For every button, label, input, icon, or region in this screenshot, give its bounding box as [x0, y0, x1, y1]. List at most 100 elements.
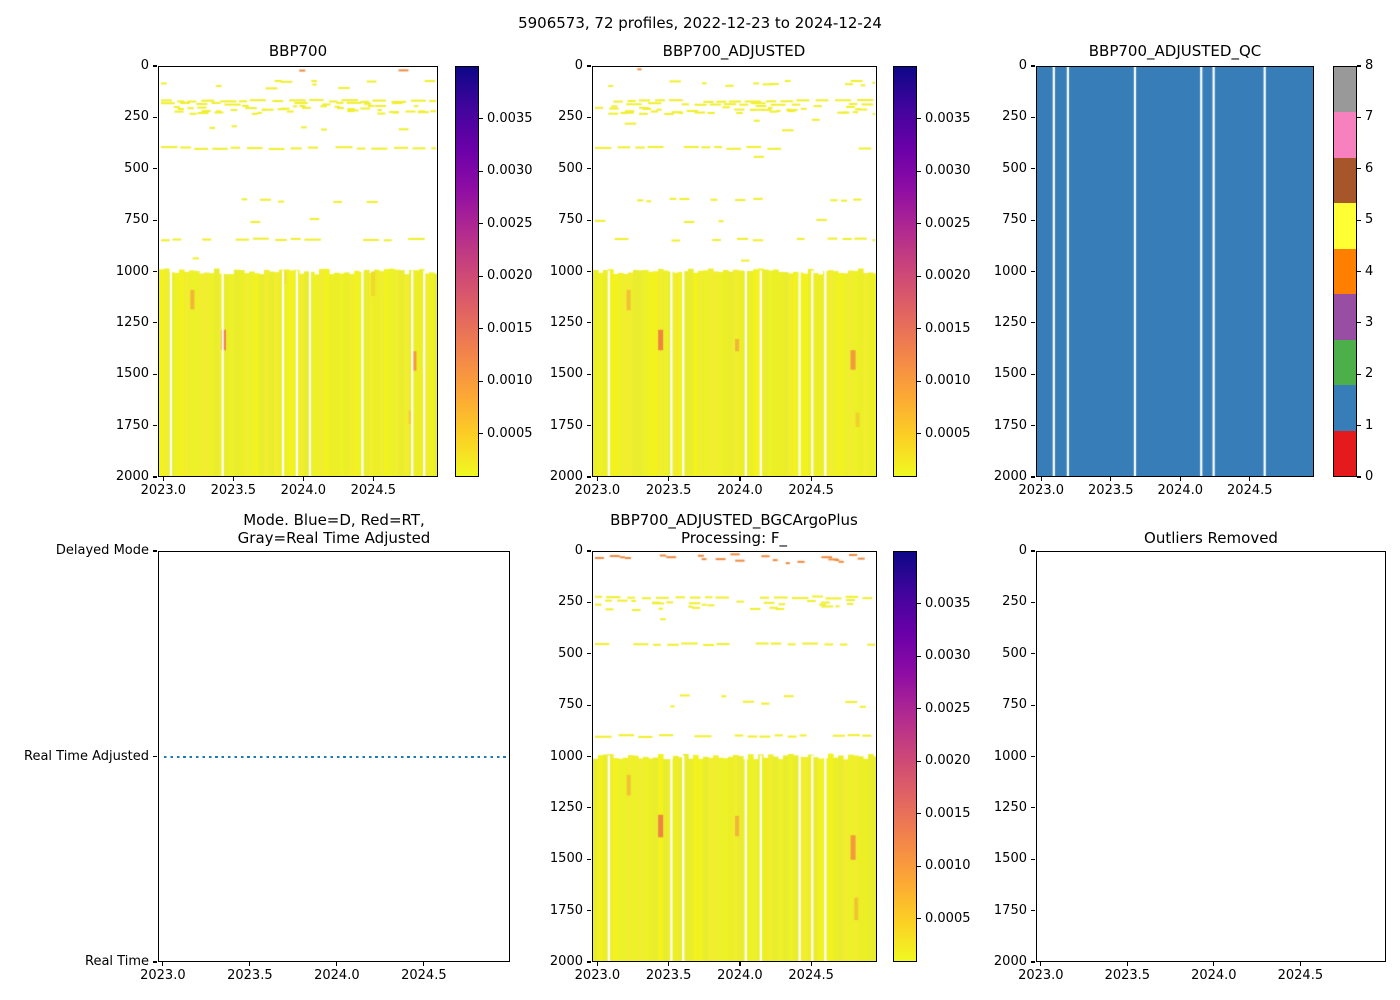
y-tick-mark	[587, 601, 591, 603]
y-tick-mark	[587, 322, 591, 324]
y-tick-mark	[153, 373, 157, 375]
x-tick-label: 2023.0	[1018, 968, 1064, 983]
subplot-bgcargoplus	[592, 551, 877, 962]
y-tick-label: 1250	[993, 314, 1027, 330]
y-tick-label: 2000	[549, 469, 583, 484]
colorbar-tick-label: 0.0005	[925, 910, 971, 926]
colorbar-tick-mark	[1357, 322, 1361, 324]
colorbar-tick-label: 0.0025	[487, 215, 533, 231]
y-tick-mark	[1031, 807, 1035, 809]
y-tick-label: 1750	[993, 902, 1027, 918]
y-tick-mark	[153, 755, 157, 758]
y-tick-label: 1500	[549, 366, 583, 382]
y-tick-label: 1250	[115, 314, 149, 330]
colorbar-tick-mark	[479, 380, 483, 382]
x-tick-label: 2024.5	[788, 968, 834, 983]
x-tick-label: 2023.0	[574, 968, 621, 983]
colorbar-tick-mark	[917, 433, 921, 435]
qc-color-cell	[1334, 385, 1356, 431]
y-tick-mark	[1031, 858, 1035, 860]
y-tick-label: 2000	[993, 469, 1027, 484]
y-tick-mark	[587, 373, 591, 375]
subplot-bbp700-adjusted	[592, 66, 877, 477]
y-tick-mark	[587, 704, 591, 706]
colorbar-tick-mark	[917, 760, 921, 762]
x-tick-mark	[668, 477, 670, 481]
x-tick-label: 2024.0	[1191, 968, 1237, 983]
x-tick-label: 2024.0	[314, 968, 360, 983]
colorbar-tick-mark	[1357, 476, 1361, 478]
x-tick-mark	[372, 477, 374, 481]
y-tick-mark	[1031, 219, 1035, 221]
y-tick-mark	[587, 116, 591, 118]
y-tick-mark	[587, 65, 591, 67]
qc-color-cell	[1334, 294, 1356, 340]
colorbar-tick-label: 0.0025	[925, 215, 971, 231]
colorbar-tick-label: 1	[1365, 417, 1374, 433]
mode-dotted-line	[163, 755, 509, 759]
x-tick-label: 2024.0	[1157, 483, 1204, 498]
x-tick-mark	[232, 477, 234, 481]
colorbar-tick-label: 0.0035	[487, 110, 533, 126]
x-tick-mark	[162, 477, 164, 481]
colorbar-tick-mark	[479, 275, 483, 277]
x-tick-label: 2024.5	[1277, 968, 1324, 983]
y-tick-mark	[587, 476, 591, 478]
colorbar-tick-mark	[917, 865, 921, 867]
colorbar-tick-label: 0.0030	[487, 163, 533, 179]
colorbar-tick-label: 0.0015	[925, 320, 971, 336]
y-tick-label: 750	[1002, 697, 1027, 713]
colorbar-tick-mark	[1357, 65, 1361, 67]
y-tick-mark	[1031, 601, 1035, 603]
x-tick-label: 2023.0	[1018, 483, 1065, 498]
title-mode: Mode. Blue=D, Red=RT, Gray=Real Time Adj…	[237, 511, 431, 547]
x-tick-label: 2023.5	[1104, 968, 1151, 983]
y-tick-label: 1000	[115, 263, 149, 279]
colorbar-tick-label: 0.0020	[925, 268, 971, 284]
colorbar-tick-label: 0	[1365, 469, 1374, 484]
qc-color-cell	[1334, 248, 1356, 295]
title-bbp700-adjusted-qc: BBP700_ADJUSTED_QC	[1088, 42, 1262, 60]
y-tick-mark	[153, 961, 157, 963]
y-tick-mark	[587, 755, 591, 758]
colorbar-tick-label: 0.0010	[925, 858, 971, 874]
mode-category-label: Delayed Mode	[55, 543, 149, 558]
figure-suptitle: 5906573, 72 profiles, 2022-12-23 to 2024…	[518, 14, 882, 32]
colorbar-tick-mark	[917, 328, 921, 330]
y-tick-mark	[153, 550, 157, 552]
colorbar-tick-mark	[1357, 168, 1361, 170]
y-tick-mark	[153, 116, 157, 118]
y-tick-label: 1500	[993, 366, 1027, 382]
colorbar-tick-label: 0.0010	[925, 373, 971, 389]
y-tick-mark	[587, 858, 591, 860]
y-tick-mark	[1031, 425, 1035, 427]
x-tick-mark	[423, 962, 425, 966]
x-tick-mark	[668, 962, 670, 966]
qc-color-cell	[1334, 112, 1356, 158]
x-tick-mark	[1249, 477, 1251, 481]
y-tick-mark	[153, 270, 157, 273]
y-tick-label: 0	[1018, 58, 1027, 73]
colorbar-tick-label: 0.0035	[925, 110, 971, 126]
colorbar-tick-mark	[479, 328, 483, 330]
y-tick-label: 2000	[993, 954, 1027, 969]
colorbar-tick-label: 8	[1365, 58, 1374, 73]
x-tick-mark	[336, 962, 338, 966]
y-tick-mark	[1031, 270, 1035, 273]
y-tick-label: 1750	[993, 417, 1027, 433]
colorbar-tick-mark	[917, 117, 921, 120]
colorbar-bgcargoplus	[893, 551, 917, 962]
x-tick-mark	[249, 962, 251, 966]
colorbar-tick-mark	[1357, 270, 1361, 273]
y-tick-label: 1500	[549, 851, 583, 867]
subplot-outliers-removed	[1036, 551, 1386, 962]
y-tick-mark	[1031, 755, 1035, 758]
y-tick-label: 1750	[549, 417, 583, 433]
x-tick-mark	[810, 962, 812, 966]
heatmap-canvas	[593, 67, 876, 476]
y-tick-mark	[1031, 65, 1035, 67]
y-tick-label: 750	[558, 212, 583, 228]
qc-color-cell	[1334, 157, 1356, 204]
y-tick-label: 2000	[549, 954, 583, 969]
colorbar-tick-mark	[917, 380, 921, 382]
